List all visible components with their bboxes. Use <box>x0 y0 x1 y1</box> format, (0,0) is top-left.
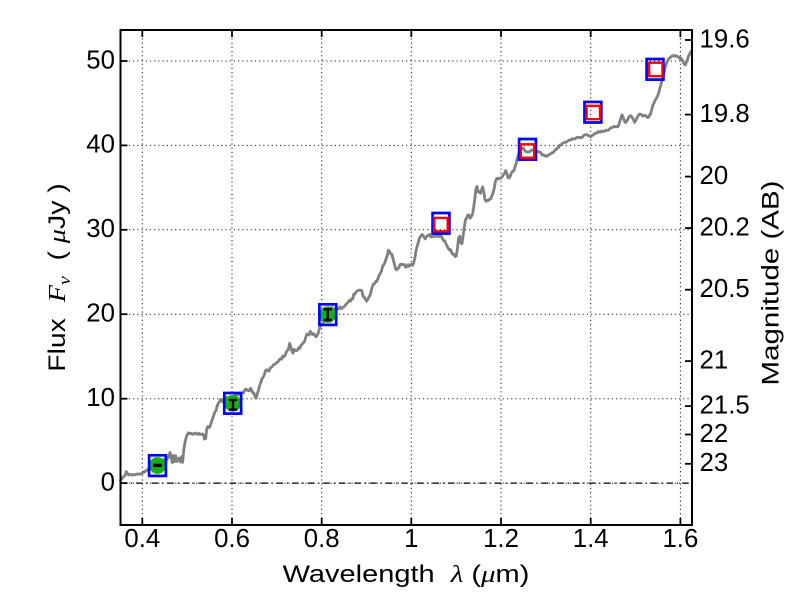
svg-text:50: 50 <box>86 46 115 74</box>
svg-text:1: 1 <box>404 525 418 553</box>
svg-text:21.5: 21.5 <box>700 391 750 419</box>
svg-text:0: 0 <box>101 468 115 496</box>
svg-text:1.6: 1.6 <box>662 525 698 553</box>
svg-text:20: 20 <box>700 162 729 190</box>
svg-text:21: 21 <box>700 346 729 374</box>
svg-text:0.8: 0.8 <box>304 525 340 553</box>
svg-text:1.2: 1.2 <box>483 525 519 553</box>
svg-text:1.4: 1.4 <box>573 525 609 553</box>
svg-text:20: 20 <box>86 300 115 328</box>
svg-text:20.5: 20.5 <box>700 275 750 303</box>
svg-text:19.8: 19.8 <box>700 100 750 128</box>
svg-text:Flux Fν ( μJy ): Flux Fν ( μJy ) <box>43 183 74 371</box>
svg-text:10: 10 <box>86 384 115 412</box>
svg-text:0.4: 0.4 <box>124 525 160 553</box>
svg-text:Magnitude (AB): Magnitude (AB) <box>756 181 784 386</box>
svg-text:0.6: 0.6 <box>214 525 250 553</box>
svg-text:40: 40 <box>86 131 115 159</box>
svg-text:30: 30 <box>86 215 115 243</box>
svg-text:19.6: 19.6 <box>700 25 750 53</box>
svg-text:20.2: 20.2 <box>700 213 750 241</box>
svg-text:23: 23 <box>700 449 729 477</box>
svg-text:Wavelength λ (μm): Wavelength λ (μm) <box>283 560 530 587</box>
svg-text:22: 22 <box>700 420 729 448</box>
